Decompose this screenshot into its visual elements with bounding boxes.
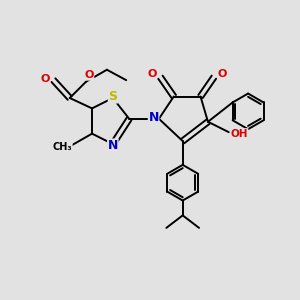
Text: O: O: [147, 69, 157, 79]
Text: N: N: [148, 111, 159, 124]
Text: O: O: [40, 74, 50, 84]
Text: CH₃: CH₃: [52, 142, 72, 152]
Text: O: O: [218, 69, 227, 79]
Text: OH: OH: [230, 129, 248, 139]
Text: S: S: [108, 90, 117, 103]
Text: N: N: [108, 139, 118, 152]
Text: O: O: [84, 70, 94, 80]
